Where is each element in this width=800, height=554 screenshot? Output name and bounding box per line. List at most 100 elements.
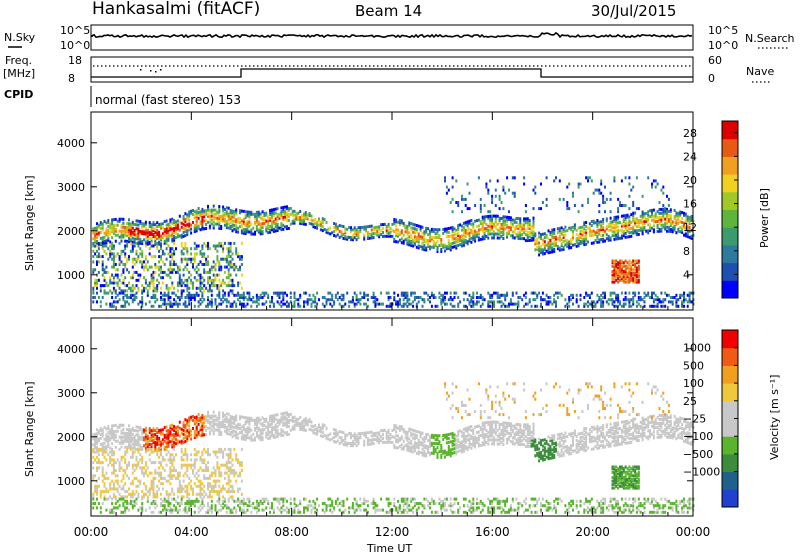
data-cell (208, 278, 211, 282)
data-cell (389, 302, 392, 306)
data-cell (267, 217, 270, 221)
data-cell (154, 445, 157, 448)
data-cell (227, 276, 230, 280)
data-cell (150, 304, 153, 308)
data-cell (218, 284, 221, 288)
data-cell (173, 469, 176, 472)
data-cell (103, 291, 106, 295)
data-cell (154, 492, 157, 496)
data-cell (214, 244, 217, 248)
data-cell (624, 222, 627, 225)
data-cell (555, 176, 557, 180)
data-cell (193, 416, 196, 420)
data-cell (562, 247, 565, 251)
data-cell (212, 490, 215, 494)
data-cell (122, 304, 125, 308)
data-cell (105, 450, 108, 454)
data-cell (97, 502, 100, 505)
data-cell (538, 249, 541, 253)
data-cell (620, 224, 623, 228)
data-cell (459, 237, 462, 241)
data-cell (620, 204, 623, 207)
data-cell (129, 228, 132, 232)
freq-bottom-tick: 8 (68, 72, 75, 85)
data-cell (109, 232, 112, 236)
data-cell (271, 226, 273, 230)
nsearch-bottom-tick: 10^0 (708, 39, 738, 52)
data-cell (363, 225, 366, 229)
data-cell (410, 243, 413, 247)
data-cell (619, 278, 621, 282)
data-cell (111, 247, 114, 251)
data-cell (624, 235, 627, 239)
data-cell (440, 242, 443, 245)
data-cell (186, 249, 189, 253)
data-cell (173, 432, 176, 436)
data-cell (143, 232, 145, 236)
data-cell (154, 437, 157, 441)
data-cell (139, 427, 142, 431)
data-cell (619, 228, 621, 232)
data-cell (231, 252, 234, 256)
data-cell (192, 418, 194, 422)
data-cell (620, 261, 623, 265)
data-cell (254, 212, 256, 216)
data-cell (462, 239, 465, 243)
data-cell (203, 495, 206, 499)
data-cell (207, 263, 209, 266)
data-cell (553, 179, 556, 183)
data-cell (459, 223, 462, 227)
data-cell (231, 257, 234, 261)
data-cell (133, 293, 136, 297)
data-cell (408, 221, 411, 225)
data-cell (521, 227, 524, 231)
data-cell (669, 228, 672, 232)
data-cell (244, 224, 247, 228)
data-cell (218, 426, 221, 430)
data-cell (203, 461, 206, 465)
data-cell (626, 213, 629, 217)
data-cell (530, 291, 533, 295)
data-cell (568, 296, 571, 299)
data-cell (220, 257, 223, 261)
data-cell (637, 302, 640, 306)
data-cell (222, 217, 225, 221)
beam-title: Beam 14 (355, 2, 422, 20)
data-cell (635, 275, 638, 279)
data-cell (180, 233, 183, 237)
data-cell (519, 231, 522, 235)
data-cell (163, 469, 166, 472)
data-cell (632, 217, 635, 221)
data-cell (227, 281, 230, 285)
data-cell (515, 291, 518, 295)
data-cell (101, 284, 104, 288)
data-cell (150, 435, 153, 439)
data-cell (613, 231, 616, 235)
data-cell (517, 227, 520, 230)
data-cell (94, 458, 97, 462)
data-cell (171, 257, 174, 261)
data-cell (152, 502, 155, 505)
data-cell (131, 249, 134, 253)
data-cell (171, 237, 174, 241)
data-cell (297, 302, 300, 306)
data-cell (440, 244, 443, 247)
data-cell (306, 215, 309, 219)
data-cell (325, 220, 328, 224)
data-cell (141, 436, 144, 440)
data-cell (101, 265, 104, 269)
data-cell (681, 217, 684, 221)
data-cell (666, 221, 668, 225)
colorbar-swatch (722, 138, 738, 157)
data-cell (303, 304, 305, 308)
data-cell (688, 218, 691, 222)
data-cell (297, 304, 300, 308)
data-cell (515, 217, 518, 220)
data-cell (143, 466, 145, 470)
data-cell (530, 238, 533, 242)
data-cell (135, 443, 138, 447)
data-cell (602, 194, 605, 198)
data-cell (500, 293, 503, 297)
data-cell (150, 447, 153, 451)
data-cell (143, 444, 145, 448)
